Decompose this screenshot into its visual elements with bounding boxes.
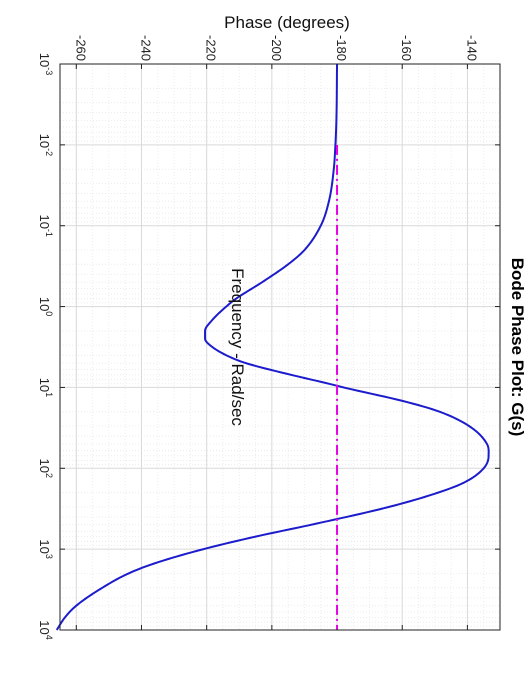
y-axis-label: Phase (degrees) [224, 13, 350, 32]
x-axis-label: Frequency - Rad/sec [228, 268, 247, 426]
y-tick-label: -140 [464, 35, 479, 61]
frequency-tick-labels: 10-3 10-2 10-1 100 101 102 103 104 [37, 53, 54, 640]
y-tick-label: -200 [269, 35, 284, 61]
series-layer [55, 63, 490, 631]
major-grid [60, 63, 500, 631]
plot-frame [59, 63, 501, 631]
y-tick-label: -220 [204, 35, 219, 61]
y-tick-label: -240 [138, 35, 153, 61]
x-tick-label: 104 [37, 620, 54, 639]
chart-title: Bode Phase Plot: G(s) [508, 258, 527, 437]
y-tick-label: -180 [334, 35, 349, 61]
x-tick-label: 100 [37, 297, 54, 316]
x-tick-label: 103 [37, 539, 54, 558]
x-tick-label: 10-2 [37, 134, 54, 156]
x-tick-label: 10-3 [37, 53, 54, 75]
y-tick-label: -160 [399, 35, 414, 61]
x-tick-label: 101 [37, 378, 54, 397]
y-tick-label: -260 [73, 35, 88, 61]
plot-background [60, 64, 500, 630]
phase-curve [55, 63, 490, 631]
phase-tick-labels: -260 -240 -220 -200 -180 -160 -140 [73, 35, 479, 61]
x-tick-label: 10-1 [37, 214, 54, 236]
x-tick-label: 102 [37, 459, 54, 478]
